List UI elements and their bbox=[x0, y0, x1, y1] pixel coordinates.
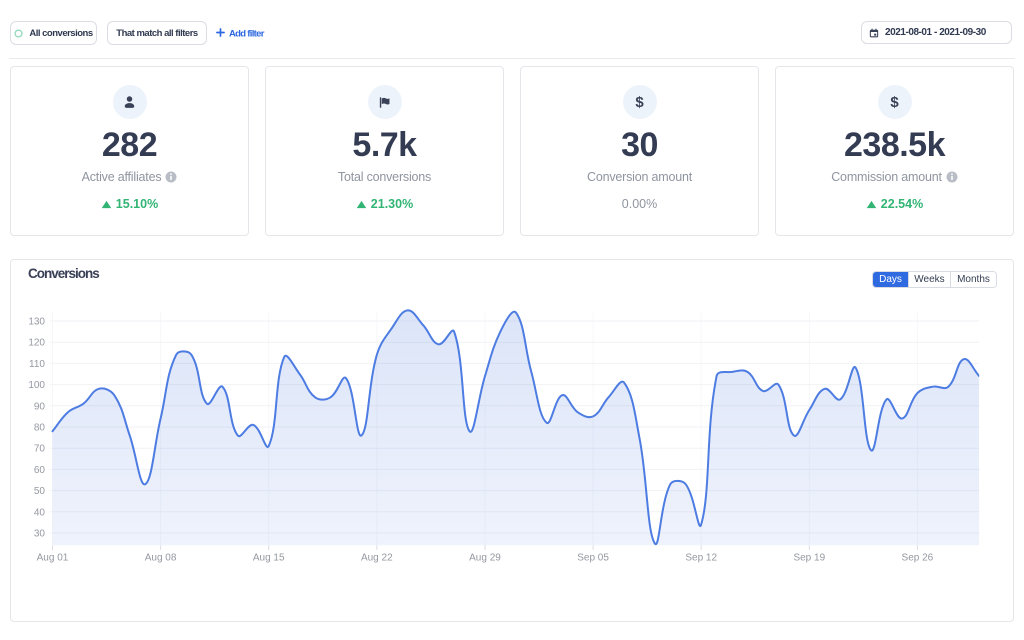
svg-text:Aug 08: Aug 08 bbox=[145, 553, 177, 564]
svg-text:70: 70 bbox=[34, 444, 46, 455]
svg-text:90: 90 bbox=[34, 401, 46, 412]
svg-text:Sep 19: Sep 19 bbox=[793, 553, 825, 564]
svg-text:80: 80 bbox=[34, 423, 46, 434]
svg-text:40: 40 bbox=[34, 507, 46, 518]
svg-text:Sep 05: Sep 05 bbox=[577, 553, 609, 564]
svg-text:50: 50 bbox=[34, 486, 46, 497]
svg-text:Aug 01: Aug 01 bbox=[37, 553, 69, 564]
svg-text:130: 130 bbox=[28, 317, 45, 328]
svg-text:Sep 12: Sep 12 bbox=[685, 553, 717, 564]
svg-text:110: 110 bbox=[29, 359, 45, 370]
svg-text:30: 30 bbox=[34, 529, 46, 540]
svg-text:60: 60 bbox=[34, 465, 46, 476]
svg-text:Aug 15: Aug 15 bbox=[253, 553, 285, 564]
svg-text:Aug 22: Aug 22 bbox=[361, 553, 393, 564]
svg-text:Sep 26: Sep 26 bbox=[902, 553, 934, 564]
svg-text:100: 100 bbox=[28, 380, 45, 391]
svg-text:Aug 29: Aug 29 bbox=[469, 553, 501, 564]
svg-text:120: 120 bbox=[28, 338, 45, 349]
